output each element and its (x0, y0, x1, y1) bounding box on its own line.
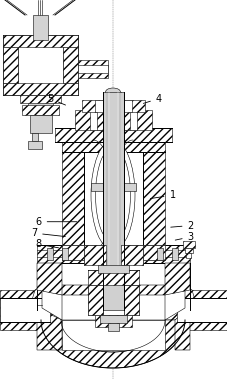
Bar (95, 315, 132, 327)
Bar (22, 105, 59, 115)
Bar (106, 92, 121, 102)
Bar (3, 35, 78, 95)
Bar (143, 245, 165, 260)
Bar (124, 285, 139, 315)
Text: 6: 6 (36, 217, 77, 227)
Bar (0, 290, 50, 330)
Polygon shape (37, 308, 62, 350)
Ellipse shape (96, 147, 131, 243)
Polygon shape (41, 320, 185, 368)
Polygon shape (165, 263, 190, 295)
Polygon shape (165, 285, 185, 320)
Text: 3: 3 (175, 232, 194, 242)
Bar (62, 245, 84, 260)
Bar (90, 110, 137, 130)
Bar (185, 248, 193, 253)
Bar (124, 183, 136, 191)
Bar (143, 150, 165, 245)
Bar (63, 47, 78, 83)
Polygon shape (62, 320, 165, 350)
Bar (62, 140, 165, 152)
Bar (183, 241, 195, 248)
Bar (78, 60, 108, 78)
Bar (30, 115, 52, 133)
Bar (88, 270, 139, 285)
Bar (186, 253, 191, 258)
Bar (100, 315, 127, 323)
Bar (0, 298, 50, 322)
Polygon shape (32, 285, 195, 320)
Bar (172, 248, 178, 260)
Bar (78, 65, 108, 73)
Bar (103, 92, 124, 310)
Bar (108, 323, 119, 331)
Bar (88, 285, 103, 315)
Bar (3, 35, 78, 47)
Bar (84, 150, 143, 245)
Text: 4: 4 (143, 94, 162, 103)
Bar (47, 248, 53, 260)
Bar (28, 141, 42, 149)
Bar (121, 245, 143, 265)
Bar (98, 265, 129, 273)
Text: 7: 7 (31, 228, 65, 238)
Bar (3, 83, 78, 95)
Bar (97, 110, 130, 130)
Ellipse shape (91, 140, 135, 250)
Bar (177, 298, 227, 322)
Bar (95, 100, 132, 112)
Bar (33, 15, 48, 40)
Polygon shape (37, 263, 62, 295)
Bar (103, 110, 124, 130)
Bar (32, 133, 38, 141)
Text: 5: 5 (47, 94, 66, 105)
Bar (28, 95, 53, 110)
Polygon shape (42, 285, 62, 320)
Polygon shape (175, 308, 190, 350)
Bar (91, 183, 103, 191)
Bar (62, 150, 84, 245)
Bar (177, 290, 227, 330)
Bar (103, 285, 124, 315)
Bar (62, 248, 68, 260)
Bar (157, 248, 163, 260)
Text: 8: 8 (36, 240, 59, 249)
Bar (18, 45, 63, 85)
Bar (20, 95, 61, 103)
Bar (82, 100, 145, 112)
Bar (55, 128, 172, 142)
Ellipse shape (106, 88, 121, 96)
Bar (84, 245, 106, 265)
Bar (37, 245, 190, 263)
Bar (75, 110, 152, 130)
Text: 1: 1 (150, 190, 175, 200)
Text: 2: 2 (171, 221, 194, 230)
Polygon shape (52, 295, 175, 320)
Bar (3, 47, 18, 83)
